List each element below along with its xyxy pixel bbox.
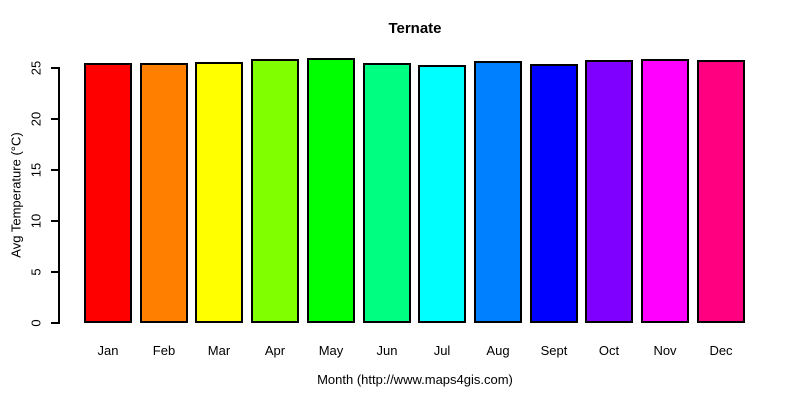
x-tick-label: Mar: [207, 343, 231, 358]
bar-oct: [585, 60, 633, 323]
y-tick-label: 15: [28, 162, 44, 178]
x-tick-label: Oct: [598, 343, 620, 358]
x-tick-label: Sept: [540, 343, 568, 358]
x-tick-label: May: [318, 343, 344, 358]
x-tick-label: Jun: [376, 343, 398, 358]
y-tick-mark: [51, 118, 59, 120]
y-axis-line: [58, 67, 60, 324]
bar-mar: [195, 62, 243, 323]
y-tick-label: 5: [28, 268, 44, 276]
y-tick-mark: [51, 169, 59, 171]
x-tick-label: Jul: [433, 343, 451, 358]
x-axis-title: Month (http://www.maps4gis.com): [317, 372, 513, 387]
bar-nov: [641, 59, 689, 323]
y-tick-mark: [51, 322, 59, 324]
bar-jun: [363, 63, 411, 323]
y-axis-title: Avg Temperature (°C): [8, 132, 24, 258]
chart-title: Ternate: [388, 20, 442, 37]
y-tick-mark: [51, 271, 59, 273]
bar-jul: [418, 65, 466, 323]
bar-feb: [140, 63, 188, 323]
y-tick-label: 0: [28, 319, 44, 327]
x-tick-label: Aug: [486, 343, 510, 358]
y-tick-label: 20: [28, 111, 44, 127]
bar-sept: [530, 64, 578, 323]
y-tick-mark: [51, 67, 59, 69]
x-tick-label: Nov: [653, 343, 677, 358]
x-tick-label: Apr: [264, 343, 286, 358]
y-tick-label: 10: [28, 213, 44, 229]
x-tick-label: Feb: [152, 343, 176, 358]
x-tick-label: Jan: [97, 343, 119, 358]
x-tick-label: Dec: [709, 343, 733, 358]
bar-dec: [697, 60, 745, 323]
bar-jan: [84, 63, 132, 323]
y-tick-mark: [51, 220, 59, 222]
bar-may: [307, 58, 355, 323]
bar-apr: [251, 59, 299, 323]
bar-aug: [474, 61, 522, 323]
y-tick-label: 25: [28, 60, 44, 76]
